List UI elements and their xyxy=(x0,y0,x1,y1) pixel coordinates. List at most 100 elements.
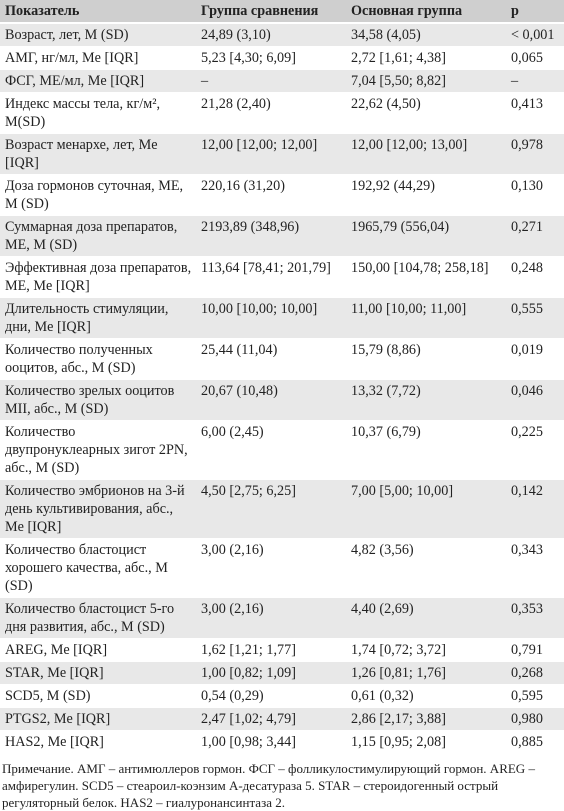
header-row: Показатель Группа сравнения Основная групп… xyxy=(0,0,564,24)
table-cell: 2,72 [1,61; 4,38] xyxy=(346,46,506,70)
table-row: HAS2, Me [IQR] 1,00 [0,98; 3,44] 1,15 [0,9… xyxy=(0,730,564,754)
table-cell: 3,00 (2,16) xyxy=(196,538,346,598)
table-cell: 1,62 [1,21; 1,77] xyxy=(196,638,346,662)
header-cell: Показатель xyxy=(0,0,196,24)
table-cell: – xyxy=(196,69,346,93)
table-cell: 5,23 [4,30; 6,09] xyxy=(196,46,346,70)
table-cell: 4,82 (3,56) xyxy=(346,538,506,598)
table-row: PTGS2, Me [IQR] 2,47 [1,02; 4,79] 2,86 [2,… xyxy=(0,707,564,731)
table-row: Количество эмбрионов на 3-й день культив… xyxy=(0,479,564,539)
table-cell: 4,50 [2,75; 6,25] xyxy=(196,479,346,539)
table-cell: 1965,79 (556,04) xyxy=(346,215,506,257)
table-cell: 0,595 xyxy=(506,684,564,708)
table-row: SCD5, M (SD) 0,54 (0,29) 0,61 (0,32) 0,595 xyxy=(0,684,564,708)
table-cell: 10,37 (6,79) xyxy=(346,420,506,480)
table-cell: 22,62 (4,50) xyxy=(346,92,506,134)
table-cell: 11,00 [10,00; 11,00] xyxy=(346,297,506,339)
table-cell: 20,67 (10,48) xyxy=(196,379,346,421)
table-cell: Индекс массы тела, кг/м², M(SD) xyxy=(0,92,196,134)
table-cell: 2,86 [2,17; 3,88] xyxy=(346,707,506,731)
table-cell: 0,980 xyxy=(506,707,564,731)
table-row: Количество зрелых ооцитов MII, абс., M (… xyxy=(0,379,564,421)
table-cell: SCD5, M (SD) xyxy=(0,684,196,708)
table-cell: 1,00 [0,98; 3,44] xyxy=(196,730,346,754)
table-cell: 0,130 xyxy=(506,174,564,216)
table-cell: 0,019 xyxy=(506,338,564,380)
table-cell: 12,00 [12,00; 13,00] xyxy=(346,133,506,175)
table-cell: STAR, Me [IQR] xyxy=(0,661,196,685)
table-cell: 0,54 (0,29) xyxy=(196,684,346,708)
table-row: Количество бластоцист хорошего качества,… xyxy=(0,538,564,598)
table-row: Длительность стимуляции, дни, Me [IQR] 10… xyxy=(0,297,564,339)
table-cell: 0,978 xyxy=(506,133,564,175)
table-cell: 150,00 [104,78; 258,18] xyxy=(346,256,506,298)
table-cell: 0,353 xyxy=(506,597,564,639)
table-row: Возраст менархе, лет, Me [IQR] 12,00 [12,… xyxy=(0,133,564,175)
table-cell: 15,79 (8,86) xyxy=(346,338,506,380)
table-cell: Количество бластоцист хорошего качества,… xyxy=(0,538,196,598)
header-cell: Основная группа xyxy=(346,0,506,24)
table-cell: 1,00 [0,82; 1,09] xyxy=(196,661,346,685)
table-row: ФСГ, МЕ/мл, Me [IQR] –7,04 [5,50; 8,82] – xyxy=(0,69,564,93)
table-cell: Количество полученных ооцитов, абс., M (… xyxy=(0,338,196,380)
table-cell: 1,15 [0,95; 2,08] xyxy=(346,730,506,754)
table-cell: 0,268 xyxy=(506,661,564,685)
table-row: Доза гормонов суточная, МЕ, M (SD) 220,16… xyxy=(0,174,564,216)
table-cell: 13,32 (7,72) xyxy=(346,379,506,421)
table-cell: 34,58 (4,05) xyxy=(346,23,506,47)
table-row: Суммарная доза препаратов, МЕ, M (SD) 219… xyxy=(0,215,564,257)
table-cell: Количество двупронуклеарных зигот 2PN, а… xyxy=(0,420,196,480)
table-row: Количество двупронуклеарных зигот 2PN, а… xyxy=(0,420,564,480)
table-cell: Количество зрелых ооцитов MII, абс., M (… xyxy=(0,379,196,421)
table-cell: АМГ, нг/мл, Me [IQR] xyxy=(0,46,196,70)
table-row: Индекс массы тела, кг/м², M(SD) 21,28 (2,… xyxy=(0,92,564,134)
table-cell: 0,248 xyxy=(506,256,564,298)
table-cell: Доза гормонов суточная, МЕ, M (SD) xyxy=(0,174,196,216)
table-cell: Количество эмбрионов на 3-й день культив… xyxy=(0,479,196,539)
table-cell: 2,47 [1,02; 4,79] xyxy=(196,707,346,731)
table-row: АМГ, нг/мл, Me [IQR] 5,23 [4,30; 6,09] 2,7… xyxy=(0,46,564,70)
table-cell: Суммарная доза препаратов, МЕ, M (SD) xyxy=(0,215,196,257)
table-cell: 0,61 (0,32) xyxy=(346,684,506,708)
table-cell: Возраст, лет, M (SD) xyxy=(0,23,196,47)
table-cell: 7,00 [5,00; 10,00] xyxy=(346,479,506,539)
table-cell: Возраст менархе, лет, Me [IQR] xyxy=(0,133,196,175)
table-note: Примечание. АМГ – антимюллеров гормон. Ф… xyxy=(2,761,535,810)
table-row: STAR, Me [IQR] 1,00 [0,82; 1,09] 1,26 [0,8… xyxy=(0,661,564,685)
table-cell: 7,04 [5,50; 8,82] xyxy=(346,69,506,93)
table-cell: 0,271 xyxy=(506,215,564,257)
table-cell: 3,00 (2,16) xyxy=(196,597,346,639)
table-cell: Длительность стимуляции, дни, Me [IQR] xyxy=(0,297,196,339)
header-cell: p xyxy=(506,0,564,24)
table-cell: 0,343 xyxy=(506,538,564,598)
table-cell: 113,64 [78,41; 201,79] xyxy=(196,256,346,298)
table-row: AREG, Me [IQR] 1,62 [1,21; 1,77] 1,74 [0,7… xyxy=(0,638,564,662)
table-cell: 0,413 xyxy=(506,92,564,134)
table-cell: 6,00 (2,45) xyxy=(196,420,346,480)
data-table: Показатель Группа сравнения Основная групп… xyxy=(0,0,564,754)
header-cell: Группа сравнения xyxy=(196,0,346,24)
table-cell: 24,89 (3,10) xyxy=(196,23,346,47)
table-cell: Количество бластоцист 5-го дня развития,… xyxy=(0,597,196,639)
table-row: Эффективная доза препаратов, МЕ, Me [IQR… xyxy=(0,256,564,298)
table-cell: 192,92 (44,29) xyxy=(346,174,506,216)
table-cell: 0,046 xyxy=(506,379,564,421)
table-body: Возраст, лет, M (SD) 24,89 (3,10) 34,58 (4… xyxy=(0,23,564,754)
table-cell: 220,16 (31,20) xyxy=(196,174,346,216)
table-cell: 4,40 (2,69) xyxy=(346,597,506,639)
table-cell: 0,142 xyxy=(506,479,564,539)
table-cell: 10,00 [10,00; 10,00] xyxy=(196,297,346,339)
table-cell: 25,44 (11,04) xyxy=(196,338,346,380)
table-cell: 0,791 xyxy=(506,638,564,662)
table-cell: Эффективная доза препаратов, МЕ, Me [IQR… xyxy=(0,256,196,298)
table-cell: 2193,89 (348,96) xyxy=(196,215,346,257)
table-cell: 1,26 [0,81; 1,76] xyxy=(346,661,506,685)
table-cell: 0,225 xyxy=(506,420,564,480)
table-cell: PTGS2, Me [IQR] xyxy=(0,707,196,731)
table-cell: 0,885 xyxy=(506,730,564,754)
table-cell: HAS2, Me [IQR] xyxy=(0,730,196,754)
table-cell: 1,74 [0,72; 3,72] xyxy=(346,638,506,662)
table-cell: 0,555 xyxy=(506,297,564,339)
table-row: Количество бластоцист 5-го дня развития,… xyxy=(0,597,564,639)
table-row: Количество полученных ооцитов, абс., M (… xyxy=(0,338,564,380)
